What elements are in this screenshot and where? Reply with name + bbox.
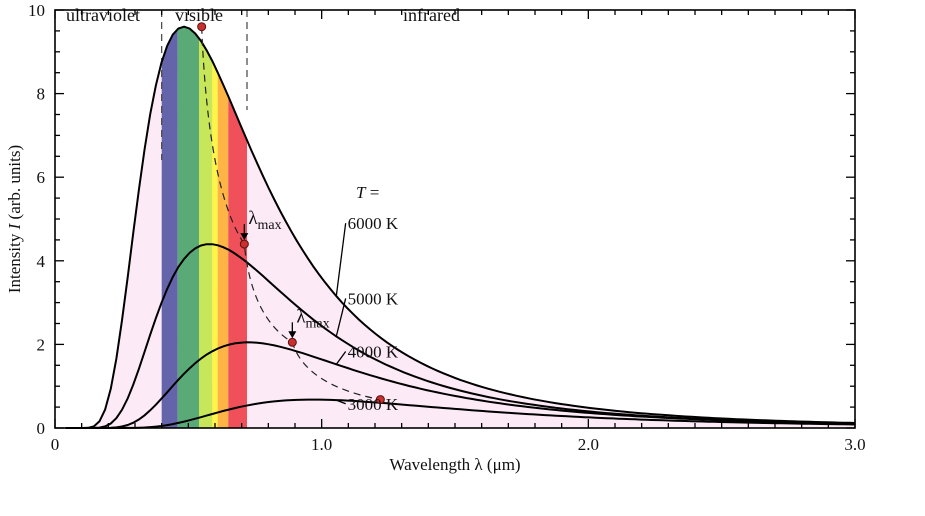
lambda-symbol: λ xyxy=(248,208,258,229)
y-tick-label: 2 xyxy=(37,335,46,354)
y-tick-label: 8 xyxy=(37,85,46,104)
lambda-max-annotation-5000k: λmax xyxy=(240,208,282,241)
curve-6000k xyxy=(65,25,856,429)
lambda-subscript: max xyxy=(306,316,330,331)
temperature-symbol: T xyxy=(356,183,367,202)
area-fill-6000k xyxy=(65,26,855,428)
visible-band-4 xyxy=(217,72,229,429)
region-label-ultraviolet: ultraviolet xyxy=(66,5,140,25)
leader-line-3000k xyxy=(336,399,346,405)
region-label-visible: visible xyxy=(175,5,223,25)
series-label-6000k: 6000 K xyxy=(348,214,399,233)
peak-marker-5000k xyxy=(239,239,249,249)
lambda-symbol: λ xyxy=(296,306,306,327)
y-axis-label-suffix: (arb. units) xyxy=(5,145,24,224)
visible-band-2 xyxy=(199,38,213,428)
arrowhead-icon xyxy=(240,233,249,241)
y-tick-label: 4 xyxy=(37,252,46,271)
peak-marker-3000k xyxy=(375,395,385,405)
peak-marker-4000k xyxy=(287,337,297,347)
x-tick-label: 3.0 xyxy=(844,435,865,454)
series-label-5000k: 5000 K xyxy=(348,289,399,308)
wien-displacement-line xyxy=(201,26,381,401)
y-axis-label: Intensity I (arb. units) xyxy=(5,145,24,293)
y-axis-label-symbol: I xyxy=(5,222,24,230)
axis-ticks xyxy=(54,9,856,429)
peak-marker-6000k xyxy=(197,22,207,32)
leader-line-5000k xyxy=(335,298,347,337)
visible-band-1 xyxy=(177,26,199,428)
y-tick-label: 10 xyxy=(28,1,45,20)
x-axis-label: Wavelength λ (μm) xyxy=(389,455,520,474)
x-tick-label: 2.0 xyxy=(578,435,599,454)
svg-text:λmax: λmax xyxy=(248,208,281,233)
x-tick-label: 0 xyxy=(51,435,60,454)
legend-title: T = xyxy=(356,183,379,202)
series-label-3000k: 3000 K xyxy=(348,395,399,414)
leader-line-4000k xyxy=(335,351,347,365)
x-tick-label: 1.0 xyxy=(311,435,332,454)
visible-band-5 xyxy=(228,96,247,428)
arrowhead-icon xyxy=(288,331,297,339)
y-tick-label: 6 xyxy=(37,168,46,187)
curve-4000k xyxy=(65,341,856,429)
lambda-subscript: max xyxy=(258,218,282,233)
leader-line-6000k xyxy=(335,223,347,297)
visible-band-0 xyxy=(161,29,178,428)
lambda-max-annotation-4000k: λmax xyxy=(288,306,330,339)
y-axis-label-prefix: Intensity xyxy=(5,229,24,293)
visible-spectrum-bands xyxy=(161,26,247,429)
region-label-infrared: infrared xyxy=(403,5,460,25)
svg-text:λmax: λmax xyxy=(296,306,329,331)
series-label-4000k: 4000 K xyxy=(348,343,399,362)
legend-equals: = xyxy=(365,183,379,202)
curve-3000k xyxy=(65,398,856,429)
y-tick-label: 0 xyxy=(37,419,46,438)
